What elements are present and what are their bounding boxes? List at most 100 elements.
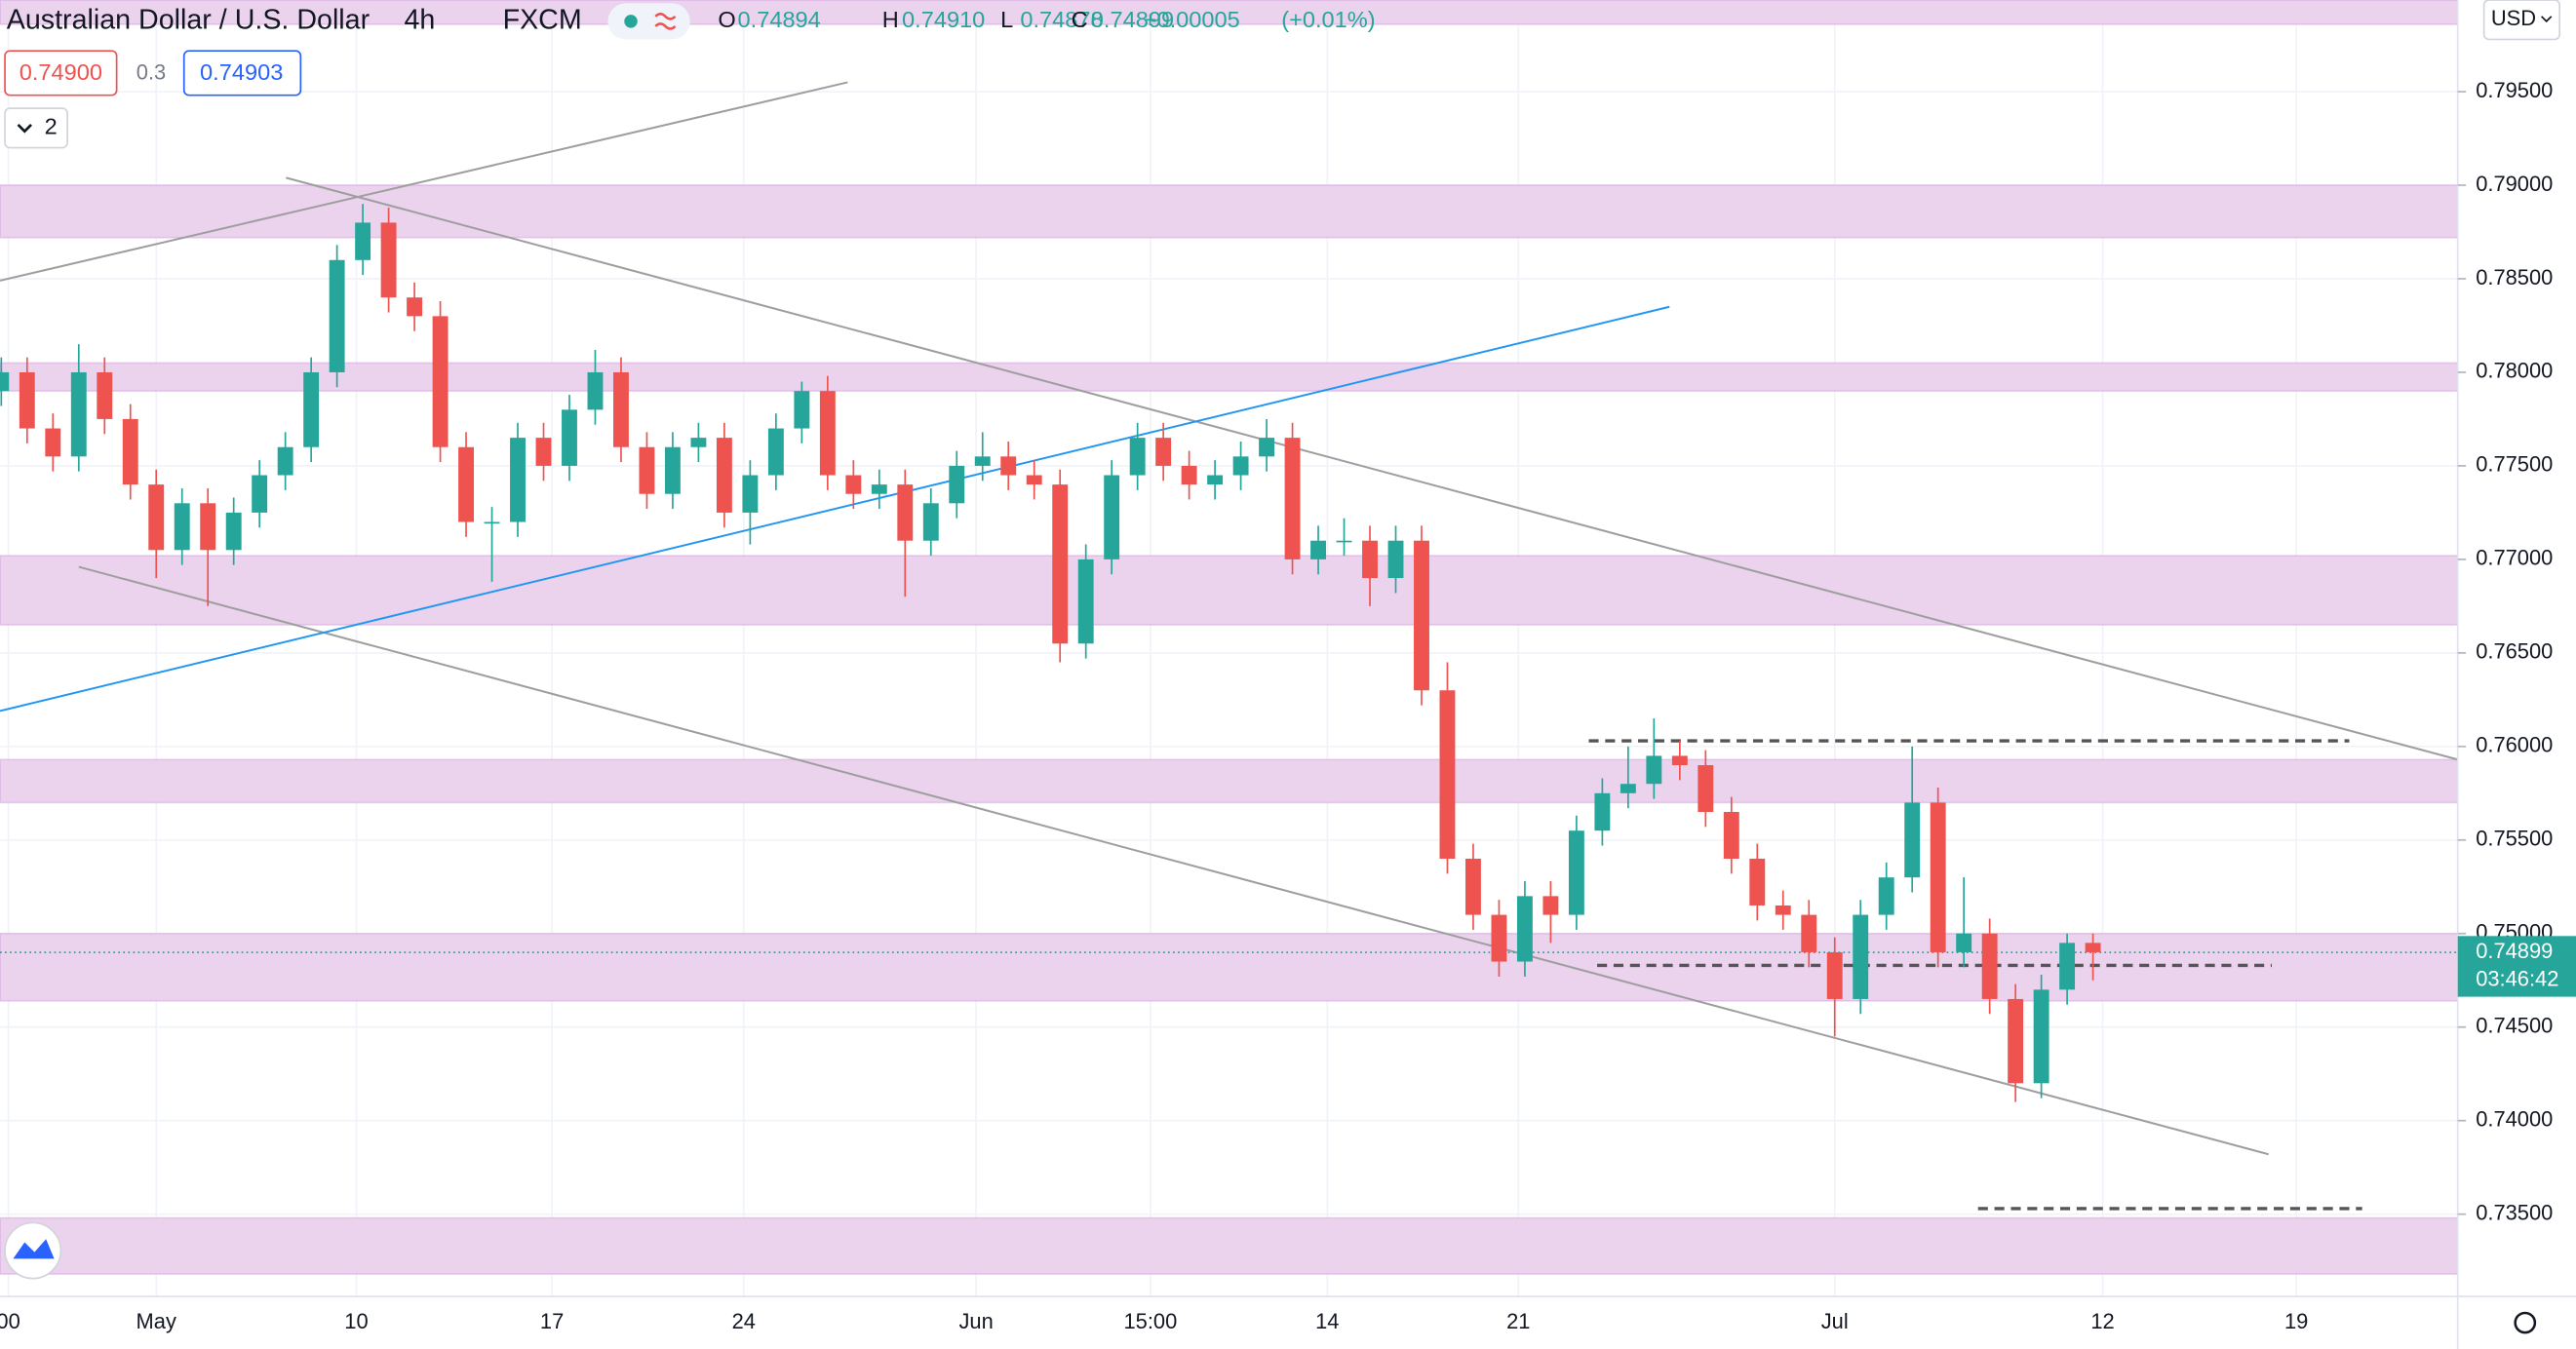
candle-body [1956, 933, 1972, 952]
candle-body [716, 438, 732, 513]
candle-body [1698, 765, 1714, 813]
candle-body [1387, 540, 1404, 579]
candle-body [1207, 475, 1224, 485]
candle-body [1646, 755, 1662, 785]
x-tick-label: 14 [1315, 1309, 1339, 1333]
y-tick-label: 0.74500 [2476, 1014, 2553, 1038]
logo[interactable] [4, 1221, 62, 1280]
sell-button[interactable] [4, 50, 118, 96]
status-badge[interactable] [607, 3, 690, 40]
candle-body [252, 475, 268, 513]
x-tick-label: 17 [540, 1309, 564, 1333]
y-tick-label: 0.75500 [2476, 827, 2553, 851]
candle-body [174, 503, 190, 551]
candle-body [1000, 456, 1017, 476]
candle-body [1077, 559, 1094, 644]
candle-body [1052, 484, 1069, 644]
spread: 0.3 [137, 60, 166, 85]
candle-body [794, 391, 810, 429]
trend-line [0, 81, 848, 282]
zone [0, 362, 2459, 392]
candle-body [1620, 784, 1636, 793]
ohlc-letter: L [1000, 7, 1013, 32]
candle-body [432, 316, 449, 447]
candle-body [742, 475, 759, 513]
candle-body [148, 484, 165, 551]
candle-body [484, 521, 500, 524]
y-tick-label: 0.78500 [2476, 265, 2553, 289]
candle-body [1853, 914, 1869, 999]
candle-body [1259, 438, 1275, 457]
candle-body [2033, 989, 2049, 1084]
candle-body [1981, 933, 1998, 999]
x-tick-label: Jun [958, 1309, 993, 1333]
candle-body [1775, 905, 1791, 915]
price-label-box [2457, 936, 2576, 997]
y-tick-label: 0.74000 [2476, 1106, 2553, 1131]
trend-line [0, 305, 1670, 713]
candle-body [1568, 830, 1584, 915]
candle-body [2085, 943, 2101, 952]
ohlc-letter: H [882, 7, 899, 32]
currency-button[interactable] [2482, 0, 2560, 41]
zone [0, 1216, 2459, 1275]
candle-body [1904, 802, 1921, 878]
candle-body [1930, 802, 1946, 952]
chevron [2541, 16, 2553, 23]
settings-icon[interactable] [2514, 1311, 2537, 1334]
x-tick-label: 24 [732, 1309, 756, 1333]
candle-body [664, 446, 681, 494]
ohlc-letter: O [718, 7, 735, 32]
candle-body [1129, 438, 1146, 476]
candle-body [690, 438, 707, 447]
buy-button[interactable] [182, 50, 302, 96]
candle-body [845, 475, 862, 494]
candle-body [1465, 858, 1481, 915]
change: +0.00005 [1144, 7, 1240, 32]
candle-body [329, 259, 345, 372]
candle-body [1491, 914, 1507, 962]
zone [0, 0, 2459, 25]
x-tick-label: 21 [1506, 1309, 1530, 1333]
axes: 0.735000.740000.745000.750000.755000.760… [0, 78, 2576, 1333]
candle-body [1362, 540, 1378, 579]
ohlc-value: 0.74910 [902, 7, 985, 32]
candle-body [380, 222, 397, 298]
x-tick-label: May [137, 1309, 176, 1333]
y-tick-label: 0.77000 [2476, 546, 2553, 570]
candle-body [1232, 456, 1249, 476]
candle-body [97, 371, 113, 419]
interval: 4h [404, 4, 435, 35]
candle-body [200, 503, 216, 551]
status-dot [624, 15, 638, 28]
candle-body [1284, 438, 1301, 559]
candle-body [949, 465, 965, 504]
x-tick-label: 19 [2284, 1309, 2308, 1333]
candle-body [1026, 475, 1042, 485]
price-label: 0.74899 [2476, 939, 2553, 963]
candle-body [1723, 812, 1739, 859]
candle-body [1414, 540, 1429, 691]
x-tick-label: 10 [344, 1309, 368, 1333]
x-tick-label: 00 [0, 1309, 20, 1333]
y-tick-label: 0.73500 [2476, 1200, 2553, 1224]
candle-body [1801, 914, 1817, 952]
zone [0, 932, 2459, 1002]
candle-body [587, 371, 604, 410]
candle-body [871, 484, 887, 494]
candle-body [458, 446, 474, 522]
candle-body [562, 409, 577, 466]
indicators-toggle[interactable] [4, 107, 68, 149]
candle-body [277, 446, 293, 476]
x-tick-label: 15:00 [1124, 1309, 1178, 1333]
candle-body [122, 418, 138, 485]
y-tick-label: 0.77500 [2476, 452, 2553, 477]
sell-price: 0.74900 [20, 59, 102, 85]
candle-body [974, 456, 991, 466]
candle-body [897, 484, 914, 541]
candle-body [1594, 792, 1611, 831]
candle-body [819, 391, 836, 476]
